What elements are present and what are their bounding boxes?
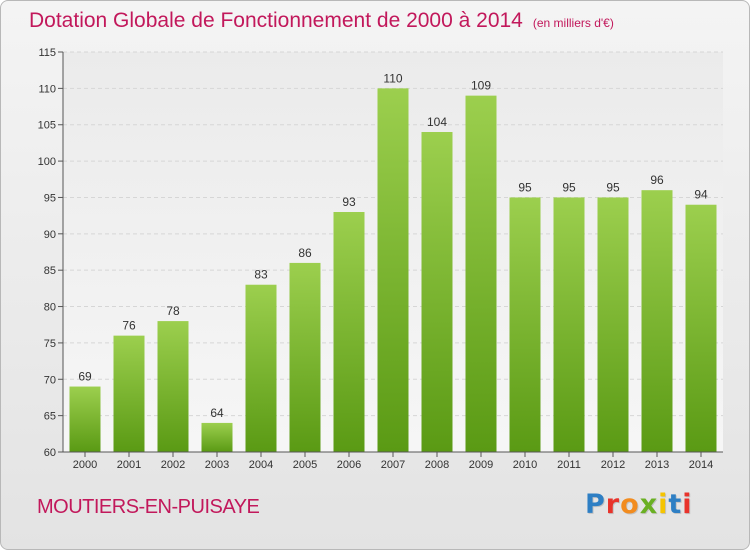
bar-2012 bbox=[597, 197, 629, 452]
y-axis-ticks: 60 65 70 75 80 85 90 95 100 105 110 115 bbox=[38, 47, 63, 459]
bars bbox=[69, 88, 717, 453]
value-label: 83 bbox=[254, 268, 268, 282]
y-tick-label: 115 bbox=[38, 47, 56, 59]
value-label: 93 bbox=[342, 195, 356, 209]
value-label: 69 bbox=[78, 370, 92, 384]
bar-2007 bbox=[377, 88, 409, 452]
logo-letter: i bbox=[658, 489, 669, 520]
value-label: 95 bbox=[518, 180, 532, 194]
commune-name: MOUTIERS-EN-PUISAYE bbox=[37, 496, 260, 518]
x-tick-label: 2005 bbox=[293, 459, 317, 471]
x-axis-ticks: 2000 2001 2002 2003 2004 2005 2006 2007 2008 2009… bbox=[73, 452, 713, 471]
value-label: 95 bbox=[562, 180, 576, 194]
bar-2013 bbox=[641, 190, 673, 452]
proxiti-logo: Proxiti bbox=[585, 489, 693, 520]
logo-letter: o bbox=[620, 489, 640, 520]
y-tick-label: 60 bbox=[44, 447, 56, 459]
bar-2008 bbox=[421, 132, 453, 452]
value-label: 78 bbox=[166, 304, 180, 318]
bar-2005 bbox=[289, 262, 321, 452]
logo-letter: P bbox=[585, 489, 606, 520]
bar-2002 bbox=[157, 321, 189, 452]
bar-2003 bbox=[201, 422, 233, 452]
y-tick-label: 105 bbox=[38, 120, 56, 132]
y-tick-label: 85 bbox=[44, 265, 56, 277]
y-tick-label: 110 bbox=[38, 83, 56, 95]
x-tick-label: 2007 bbox=[381, 459, 405, 471]
x-tick-label: 2008 bbox=[425, 459, 449, 471]
value-label: 76 bbox=[122, 319, 136, 333]
x-tick-label: 2009 bbox=[469, 459, 493, 471]
value-label: 96 bbox=[650, 173, 664, 187]
x-tick-label: 2004 bbox=[249, 459, 273, 471]
bar-2006 bbox=[333, 212, 365, 452]
x-tick-label: 2003 bbox=[205, 459, 229, 471]
value-label: 94 bbox=[694, 188, 708, 202]
x-tick-label: 2001 bbox=[117, 459, 141, 471]
x-tick-label: 2013 bbox=[645, 459, 669, 471]
value-label: 104 bbox=[427, 115, 447, 129]
x-tick-label: 2002 bbox=[161, 459, 185, 471]
y-tick-label: 90 bbox=[44, 229, 56, 241]
bar-2000 bbox=[69, 386, 101, 452]
logo-letter: t bbox=[668, 489, 683, 520]
chart-title: Dotation Globale de Fonctionnement de 20… bbox=[29, 9, 614, 33]
x-tick-label: 2012 bbox=[601, 459, 625, 471]
logo-letter: i bbox=[682, 489, 693, 520]
y-tick-label: 100 bbox=[38, 156, 56, 168]
bar-2011 bbox=[553, 197, 585, 452]
x-tick-label: 2014 bbox=[689, 459, 713, 471]
y-tick-label: 80 bbox=[44, 302, 56, 314]
bar-2009 bbox=[465, 95, 497, 453]
chart-subtitle: (en milliers d'€) bbox=[532, 16, 614, 30]
y-tick-label: 70 bbox=[44, 374, 56, 386]
x-tick-label: 2010 bbox=[513, 459, 537, 471]
x-tick-label: 2006 bbox=[337, 459, 361, 471]
y-tick-label: 95 bbox=[44, 192, 56, 204]
y-tick-label: 75 bbox=[44, 338, 56, 350]
bar-2014 bbox=[685, 204, 717, 452]
y-tick-label: 65 bbox=[44, 411, 56, 423]
value-label: 95 bbox=[606, 180, 620, 194]
logo-letter: x bbox=[639, 489, 659, 520]
chart-title-text: Dotation Globale de Fonctionnement de 20… bbox=[29, 9, 523, 32]
bar-2001 bbox=[113, 335, 145, 452]
logo-letter: r bbox=[605, 489, 621, 520]
bar-2010 bbox=[509, 197, 541, 452]
value-label: 110 bbox=[383, 71, 402, 85]
value-labels: 69 76 78 64 83 86 93 110 104 109 95 95 95 96 94 bbox=[78, 71, 708, 420]
bar-2004 bbox=[245, 284, 277, 452]
x-tick-label: 2011 bbox=[557, 459, 581, 471]
value-label: 64 bbox=[210, 406, 224, 420]
x-tick-label: 2000 bbox=[73, 459, 97, 471]
value-label: 109 bbox=[471, 79, 491, 93]
value-label: 86 bbox=[298, 246, 312, 260]
